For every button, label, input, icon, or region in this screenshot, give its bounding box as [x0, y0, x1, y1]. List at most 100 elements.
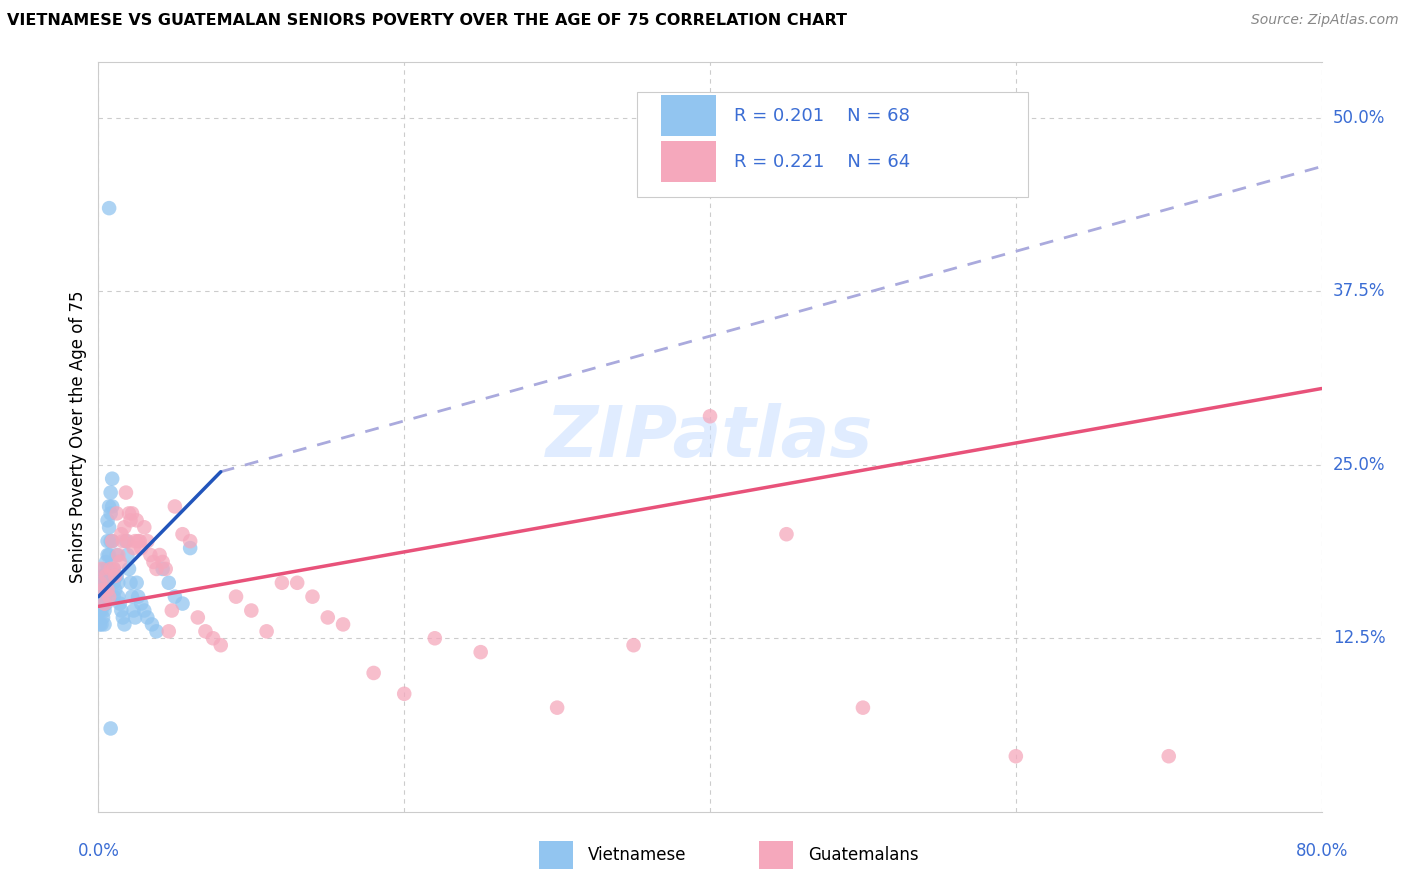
Point [124, 534, 146, 549]
Point [187, 610, 209, 624]
Point [1157, 749, 1180, 764]
Point [125, 513, 148, 527]
Point [90, 617, 112, 632]
Point [194, 624, 217, 639]
Y-axis label: Seniors Poverty Over the Age of 75: Seniors Poverty Over the Age of 75 [69, 291, 87, 583]
Point [316, 610, 339, 624]
Point [103, 562, 125, 576]
Bar [661, 95, 716, 136]
Point [256, 624, 278, 639]
Point [172, 527, 194, 541]
Point [136, 610, 159, 624]
Point [134, 520, 156, 534]
Point [136, 534, 159, 549]
Point [100, 485, 122, 500]
Text: VIETNAMESE VS GUATEMALAN SENIORS POVERTY OVER THE AGE OF 75 CORRELATION CHART: VIETNAMESE VS GUATEMALAN SENIORS POVERTY… [7, 13, 846, 29]
Point [93, 562, 115, 576]
Point [127, 534, 149, 549]
Point [172, 597, 194, 611]
Point [392, 687, 416, 701]
Point [97, 548, 120, 562]
Point [125, 575, 148, 590]
Point [107, 575, 129, 590]
Point [108, 555, 131, 569]
Point [121, 590, 143, 604]
Point [128, 534, 150, 549]
Point [90, 590, 112, 604]
Point [100, 534, 122, 549]
Point [108, 597, 131, 611]
Point [93, 597, 115, 611]
Point [98, 569, 121, 583]
Point [285, 575, 308, 590]
Point [179, 534, 201, 549]
Point [363, 665, 385, 680]
Text: 37.5%: 37.5% [1333, 283, 1385, 301]
Text: 50.0%: 50.0% [1333, 109, 1385, 127]
Point [97, 562, 120, 576]
Point [94, 555, 117, 569]
Point [270, 575, 292, 590]
Point [141, 617, 163, 632]
Point [93, 603, 115, 617]
Point [91, 582, 114, 597]
Point [112, 520, 135, 534]
Point [623, 638, 645, 652]
Point [89, 575, 111, 590]
Point [163, 500, 186, 514]
Point [97, 513, 120, 527]
Bar [661, 141, 716, 182]
Point [98, 500, 121, 514]
Point [98, 548, 121, 562]
Point [157, 624, 180, 639]
Point [89, 590, 111, 604]
Point [117, 534, 139, 549]
Point [111, 534, 134, 549]
Point [179, 541, 201, 555]
Point [94, 597, 117, 611]
Point [149, 548, 172, 562]
Point [90, 575, 112, 590]
Point [97, 582, 120, 597]
Point [107, 590, 129, 604]
Point [332, 617, 354, 632]
Point [120, 575, 142, 590]
Point [100, 722, 122, 736]
Point [90, 603, 112, 617]
Text: ZIPatlas: ZIPatlas [547, 402, 873, 472]
Text: 25.0%: 25.0% [1333, 456, 1385, 474]
Point [240, 603, 263, 617]
Text: 80.0%: 80.0% [1295, 842, 1348, 860]
Text: Source: ZipAtlas.com: Source: ZipAtlas.com [1251, 13, 1399, 28]
Point [91, 582, 114, 597]
FancyBboxPatch shape [637, 93, 1028, 197]
Text: 0.0%: 0.0% [77, 842, 120, 860]
Point [101, 534, 124, 549]
Point [120, 513, 142, 527]
Point [90, 562, 112, 576]
Point [423, 632, 446, 646]
Point [122, 603, 145, 617]
Point [117, 548, 139, 562]
Text: R = 0.201    N = 68: R = 0.201 N = 68 [734, 107, 910, 125]
Point [112, 617, 135, 632]
Point [470, 645, 492, 659]
Point [122, 541, 145, 555]
Point [101, 472, 124, 486]
Point [98, 201, 121, 215]
Point [115, 485, 138, 500]
Point [98, 590, 121, 604]
Text: Guatemalans: Guatemalans [808, 847, 918, 864]
Point [139, 548, 162, 562]
Point [110, 603, 132, 617]
Point [209, 638, 232, 652]
Point [699, 409, 721, 424]
Point [1004, 749, 1026, 764]
Point [94, 569, 117, 583]
Point [118, 507, 141, 521]
Text: 12.5%: 12.5% [1333, 629, 1385, 648]
Point [301, 590, 323, 604]
Bar [759, 841, 793, 870]
Point [93, 590, 115, 604]
Point [105, 507, 128, 521]
